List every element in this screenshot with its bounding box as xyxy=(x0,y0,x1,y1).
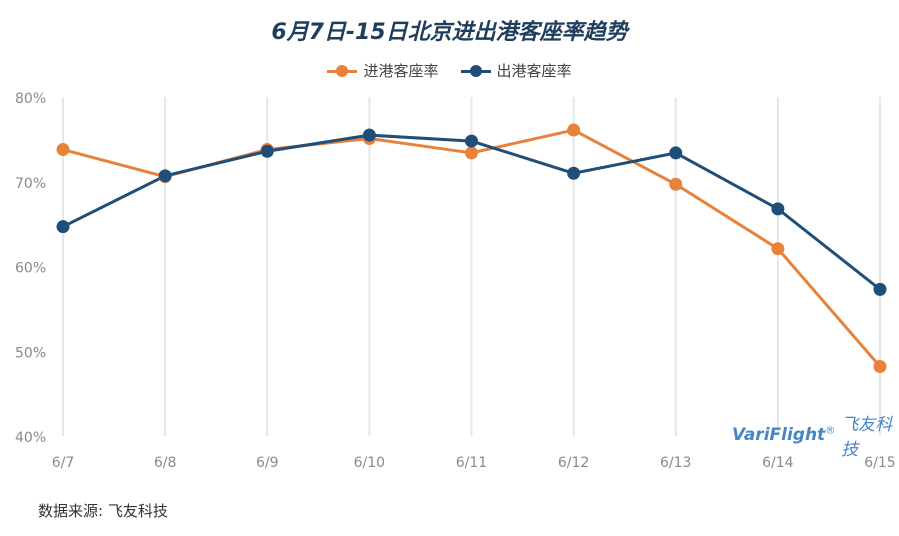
data-point-1 xyxy=(56,220,70,234)
source-note: 数据来源: 飞友科技 xyxy=(38,502,168,520)
watermark-brand-latin: VariFlight® xyxy=(732,425,836,445)
legend-item-outbound[interactable]: 出港客座率 xyxy=(460,60,572,81)
x-tick-label: 6/9 xyxy=(256,455,279,471)
x-tick-label: 6/15 xyxy=(864,455,895,471)
chart-title: 6月7日-15日北京进出港客座率趋势 xyxy=(271,20,628,45)
data-point-1 xyxy=(567,166,581,180)
y-tick-label: 50% xyxy=(15,345,46,361)
data-point-1 xyxy=(771,202,785,216)
x-tick-label: 6/11 xyxy=(456,455,487,471)
legend-swatch-inbound xyxy=(327,64,358,77)
legend-label-inbound: 进港客座率 xyxy=(363,62,439,80)
x-tick-label: 6/10 xyxy=(354,455,385,471)
data-point-0 xyxy=(771,242,785,256)
y-tick-label: 60% xyxy=(15,261,46,277)
data-point-1 xyxy=(465,134,478,148)
x-tick-label: 6/8 xyxy=(154,455,177,471)
data-point-1 xyxy=(158,169,172,183)
data-point-0 xyxy=(873,360,887,374)
watermark-brand-cn: 飞友科技 xyxy=(841,415,893,460)
data-point-0 xyxy=(567,123,581,137)
legend-item-inbound[interactable]: 进港客座率 xyxy=(327,60,439,81)
data-point-0 xyxy=(465,146,478,160)
data-point-0 xyxy=(669,177,683,191)
watermark-logo: VariFlight® 飞友科技 xyxy=(732,410,899,460)
data-point-1 xyxy=(362,128,376,142)
legend-swatch-outbound xyxy=(460,64,491,77)
data-point-1 xyxy=(669,146,683,160)
y-tick-label: 40% xyxy=(15,430,46,446)
data-point-1 xyxy=(873,282,887,296)
data-point-1 xyxy=(260,144,274,158)
legend: 进港客座率 出港客座率 xyxy=(0,60,899,81)
x-tick-label: 6/13 xyxy=(660,455,691,471)
x-tick-label: 6/12 xyxy=(558,455,589,471)
data-point-0 xyxy=(56,143,70,157)
y-tick-label: 70% xyxy=(15,176,46,192)
y-tick-label: 80% xyxy=(15,91,46,107)
x-tick-label: 6/7 xyxy=(52,455,75,471)
x-tick-label: 6/14 xyxy=(762,455,794,471)
legend-label-outbound: 出港客座率 xyxy=(496,62,572,80)
